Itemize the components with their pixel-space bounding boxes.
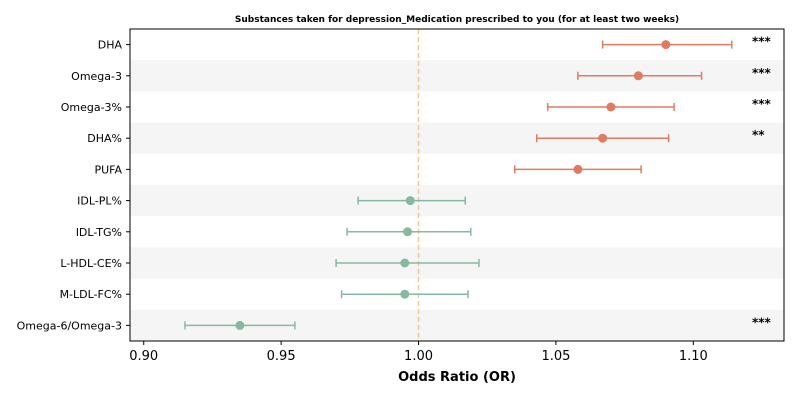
forest-row bbox=[357, 196, 466, 206]
y-tick-label: Omega-6/Omega-3 bbox=[17, 319, 122, 332]
or-point bbox=[403, 227, 413, 237]
or-point bbox=[405, 196, 415, 206]
x-axis-label: Odds Ratio (OR) bbox=[398, 370, 516, 385]
or-point bbox=[235, 320, 245, 330]
chart-title: Substances taken for depression_Medicati… bbox=[235, 15, 679, 25]
or-point bbox=[400, 289, 410, 299]
x-tick-label: 0.90 bbox=[129, 349, 158, 364]
y-tick-label: DHA% bbox=[87, 132, 122, 145]
forest-marks: ************** bbox=[184, 35, 772, 330]
or-point bbox=[606, 102, 616, 112]
forest-row bbox=[513, 164, 642, 174]
x-axis: 0.90 0.95 1.00 1.05 1.10 bbox=[129, 341, 708, 364]
forest-row bbox=[335, 258, 480, 268]
forest-row: *** bbox=[601, 35, 772, 50]
significance-label: *** bbox=[752, 315, 772, 329]
forest-row bbox=[340, 289, 469, 299]
y-tick-label: Omega-3 bbox=[71, 70, 122, 83]
x-tick-label: 1.10 bbox=[679, 349, 708, 364]
significance-label: *** bbox=[752, 35, 772, 49]
forest-row bbox=[346, 227, 472, 237]
or-point bbox=[633, 71, 643, 81]
or-point bbox=[661, 40, 671, 50]
forest-row: *** bbox=[546, 97, 772, 112]
significance-label: ** bbox=[752, 128, 765, 142]
or-point bbox=[400, 258, 410, 268]
forest-row: *** bbox=[184, 315, 772, 330]
y-tick-label: M-LDL-FC% bbox=[60, 288, 122, 301]
forest-row: ** bbox=[535, 128, 765, 143]
y-tick-label: Omega-3% bbox=[61, 101, 122, 114]
y-axis: DHA Omega-3 Omega-3% DHA% PUFA IDL-PL% IDL-TG%… bbox=[17, 39, 130, 332]
y-tick-label: IDL-TG% bbox=[76, 226, 122, 239]
x-tick-label: 1.05 bbox=[541, 349, 570, 364]
significance-label: *** bbox=[752, 97, 772, 111]
significance-label: *** bbox=[752, 66, 772, 80]
y-tick-label: PUFA bbox=[94, 163, 122, 176]
y-tick-label: IDL-PL% bbox=[77, 195, 122, 208]
x-tick-label: 0.95 bbox=[267, 349, 296, 364]
or-point bbox=[573, 164, 583, 174]
x-tick-label: 1.00 bbox=[404, 349, 433, 364]
plot-frame bbox=[129, 28, 785, 342]
or-point bbox=[598, 133, 608, 143]
row-band bbox=[130, 122, 784, 154]
forest-row: *** bbox=[577, 66, 772, 81]
y-tick-label: L-HDL-CE% bbox=[60, 257, 122, 270]
y-tick-label: DHA bbox=[98, 39, 123, 52]
